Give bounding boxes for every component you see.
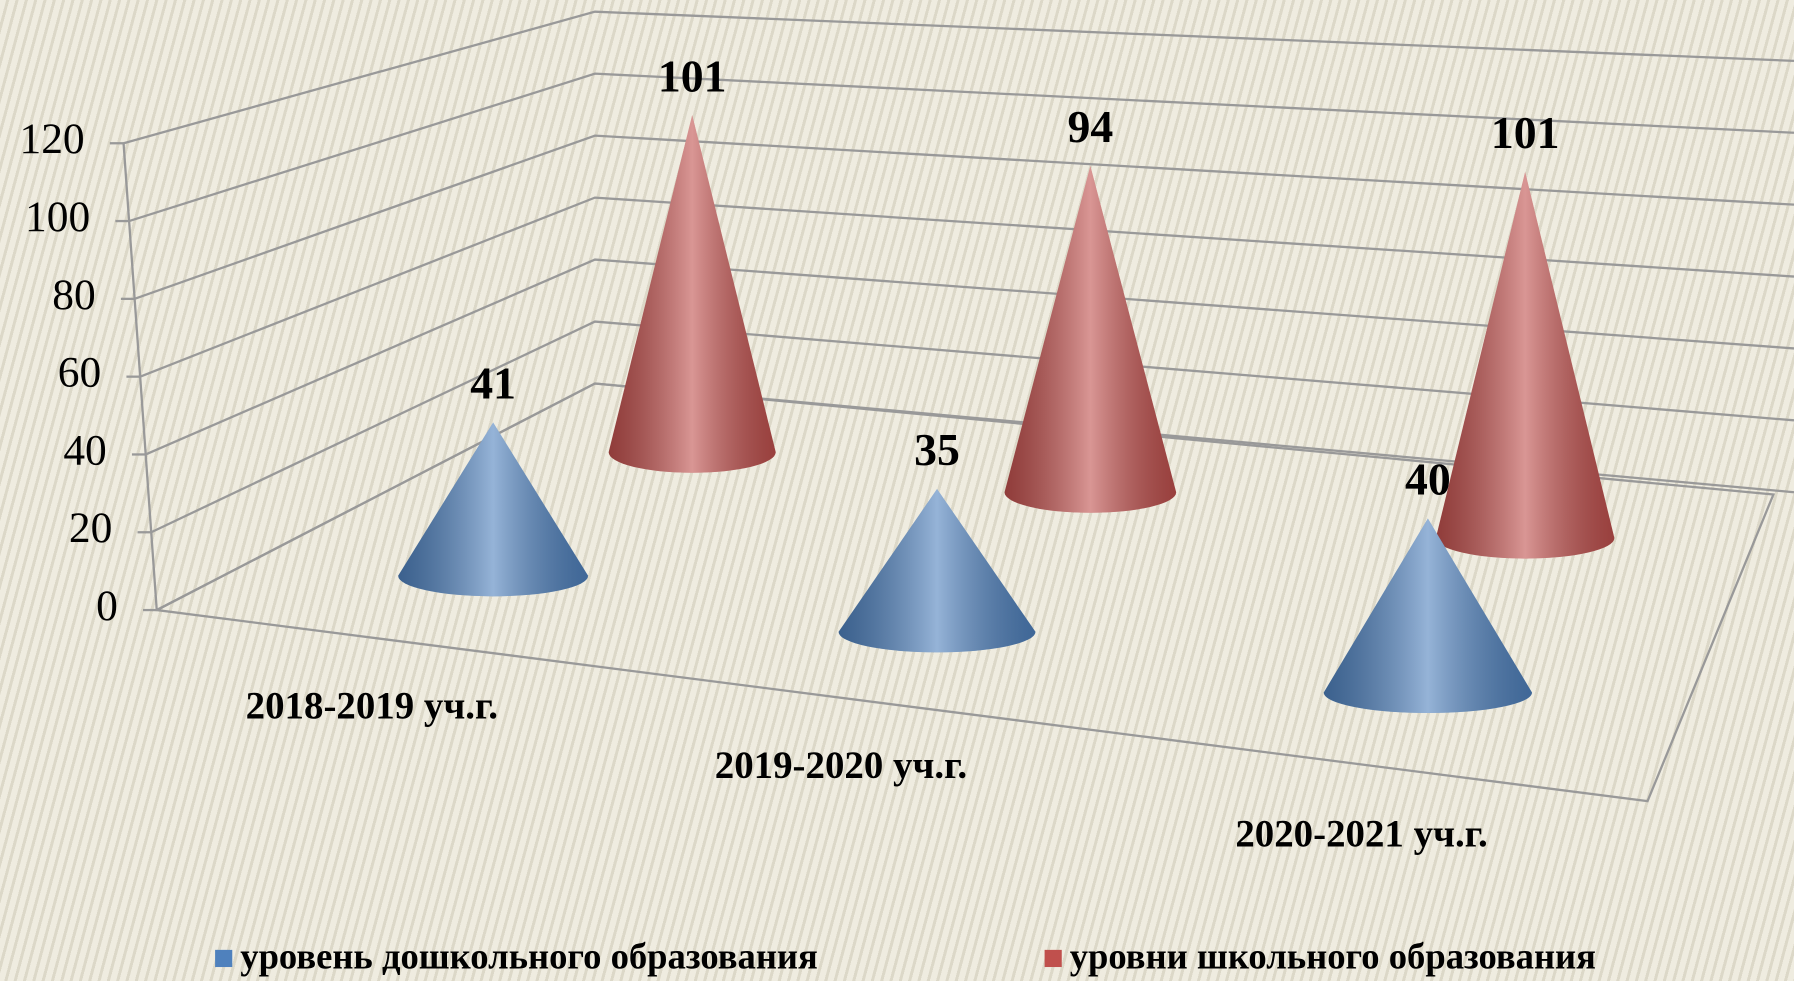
value-label: 94 [1067,101,1113,152]
grid-line [145,258,1794,456]
y-tick-label: 0 [96,582,118,630]
y-tick-label: 120 [19,115,84,163]
y-tick-label: 20 [69,504,112,552]
cone-shading [1323,518,1532,714]
x-tick-label: 2018-2019 уч.г. [246,685,498,728]
grid-line [139,196,1794,378]
y-tick-label: 40 [63,426,106,474]
grid-line [134,134,1794,300]
cone-shading [1004,165,1177,513]
value-label: 101 [1491,107,1560,158]
grid-line [123,10,1794,145]
value-label: 35 [914,424,960,475]
cone-shading [398,422,589,597]
legend-swatch [215,949,233,968]
y-tick-label: 100 [25,193,90,241]
grid-line [150,320,1794,534]
legend-swatch [1044,949,1062,968]
value-label: 41 [470,358,516,409]
grid-line [128,72,1794,223]
cone-shading [608,115,776,473]
legend-label: уровень дошкольного образования [240,936,818,977]
grid-line [156,382,1794,612]
x-tick-label: 2019-2020 уч.г. [715,744,967,787]
value-label: 101 [658,50,727,101]
y-tick-label: 60 [58,349,101,397]
x-tick-label: 2020-2021 уч.г. [1235,813,1487,856]
cone-shading [1435,172,1615,559]
legend-label: уровни школьного образования [1070,936,1596,977]
y-tick-label: 80 [52,271,95,319]
cone-shading [838,488,1036,653]
value-label: 40 [1405,454,1451,505]
